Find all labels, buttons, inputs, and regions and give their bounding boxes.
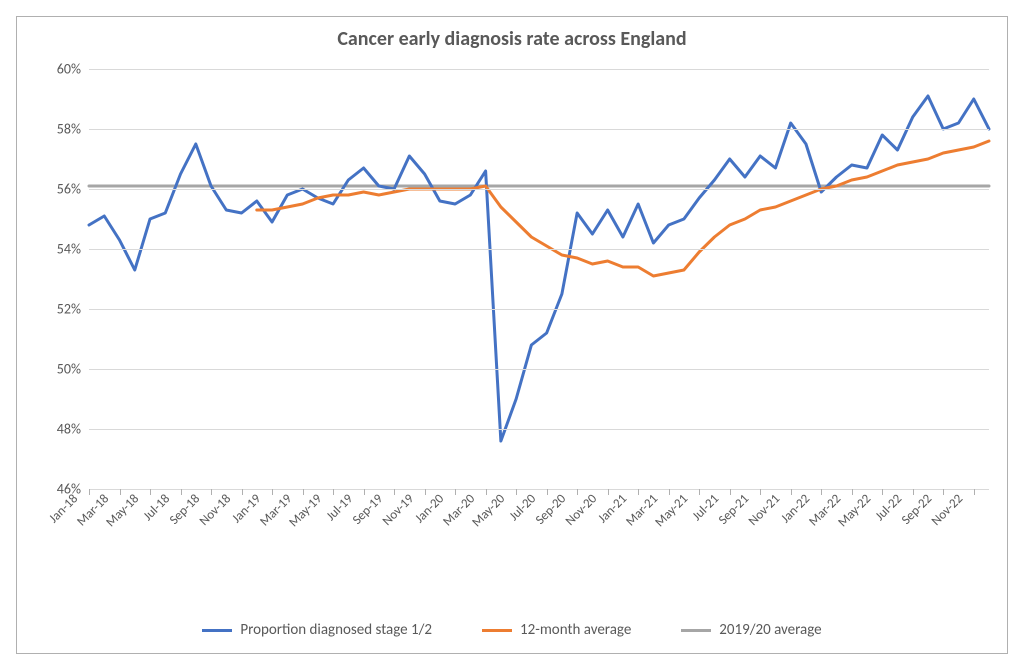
x-tick-mark bbox=[333, 489, 334, 495]
grid-line bbox=[89, 129, 989, 130]
x-tick-mark bbox=[760, 489, 761, 495]
y-tick-label: 56% bbox=[57, 181, 81, 198]
grid-line bbox=[89, 429, 989, 430]
x-tick-mark bbox=[638, 489, 639, 495]
x-tick-mark bbox=[364, 489, 365, 495]
series-line bbox=[89, 96, 989, 441]
x-tick-mark bbox=[120, 489, 121, 495]
x-tick-mark bbox=[303, 489, 304, 495]
grid-line bbox=[89, 489, 989, 490]
x-tick-mark bbox=[181, 489, 182, 495]
legend-item: 12-month average bbox=[482, 621, 631, 639]
y-tick-label: 50% bbox=[57, 361, 81, 378]
y-tick-label: 54% bbox=[57, 241, 81, 258]
x-tick-mark bbox=[394, 489, 395, 495]
legend-swatch bbox=[202, 629, 232, 632]
x-tick-mark bbox=[455, 489, 456, 495]
y-tick-label: 60% bbox=[57, 61, 81, 78]
legend-swatch bbox=[681, 629, 711, 632]
x-tick-mark bbox=[547, 489, 548, 495]
grid-line bbox=[89, 189, 989, 190]
y-tick-label: 52% bbox=[57, 301, 81, 318]
legend-label: Proportion diagnosed stage 1/2 bbox=[240, 621, 432, 639]
legend-label: 2019/20 average bbox=[719, 621, 821, 639]
x-tick-mark bbox=[272, 489, 273, 495]
x-tick-mark bbox=[425, 489, 426, 495]
x-tick-mark bbox=[943, 489, 944, 495]
grid-line bbox=[89, 369, 989, 370]
x-tick-mark bbox=[852, 489, 853, 495]
x-tick-mark bbox=[882, 489, 883, 495]
x-tick-mark bbox=[89, 489, 90, 495]
series-line bbox=[257, 141, 989, 276]
grid-line bbox=[89, 249, 989, 250]
legend-label: 12-month average bbox=[520, 621, 631, 639]
x-tick-mark bbox=[730, 489, 731, 495]
legend-item: Proportion diagnosed stage 1/2 bbox=[202, 621, 432, 639]
x-tick-mark bbox=[913, 489, 914, 495]
legend: Proportion diagnosed stage 1/2 12-month a… bbox=[17, 621, 1007, 639]
x-tick-mark bbox=[486, 489, 487, 495]
plot-area: 46%48%50%52%54%56%58%60%Jan-18Mar-18May-… bbox=[89, 69, 989, 489]
grid-line bbox=[89, 309, 989, 310]
x-tick-mark bbox=[516, 489, 517, 495]
x-tick-mark bbox=[669, 489, 670, 495]
x-tick-mark bbox=[211, 489, 212, 495]
x-tick-mark bbox=[699, 489, 700, 495]
legend-swatch bbox=[482, 629, 512, 632]
grid-line bbox=[89, 69, 989, 70]
x-tick-mark bbox=[608, 489, 609, 495]
x-tick-mark bbox=[821, 489, 822, 495]
y-tick-label: 48% bbox=[57, 421, 81, 438]
chart-title: Cancer early diagnosis rate across Engla… bbox=[17, 27, 1007, 51]
x-tick-mark bbox=[150, 489, 151, 495]
chart-container: Cancer early diagnosis rate across Engla… bbox=[16, 16, 1008, 654]
x-tick-mark bbox=[791, 489, 792, 495]
plot-svg bbox=[89, 69, 989, 489]
legend-item: 2019/20 average bbox=[681, 621, 821, 639]
y-tick-label: 58% bbox=[57, 121, 81, 138]
x-tick-mark bbox=[577, 489, 578, 495]
x-tick-mark bbox=[242, 489, 243, 495]
x-tick-mark bbox=[974, 489, 975, 495]
